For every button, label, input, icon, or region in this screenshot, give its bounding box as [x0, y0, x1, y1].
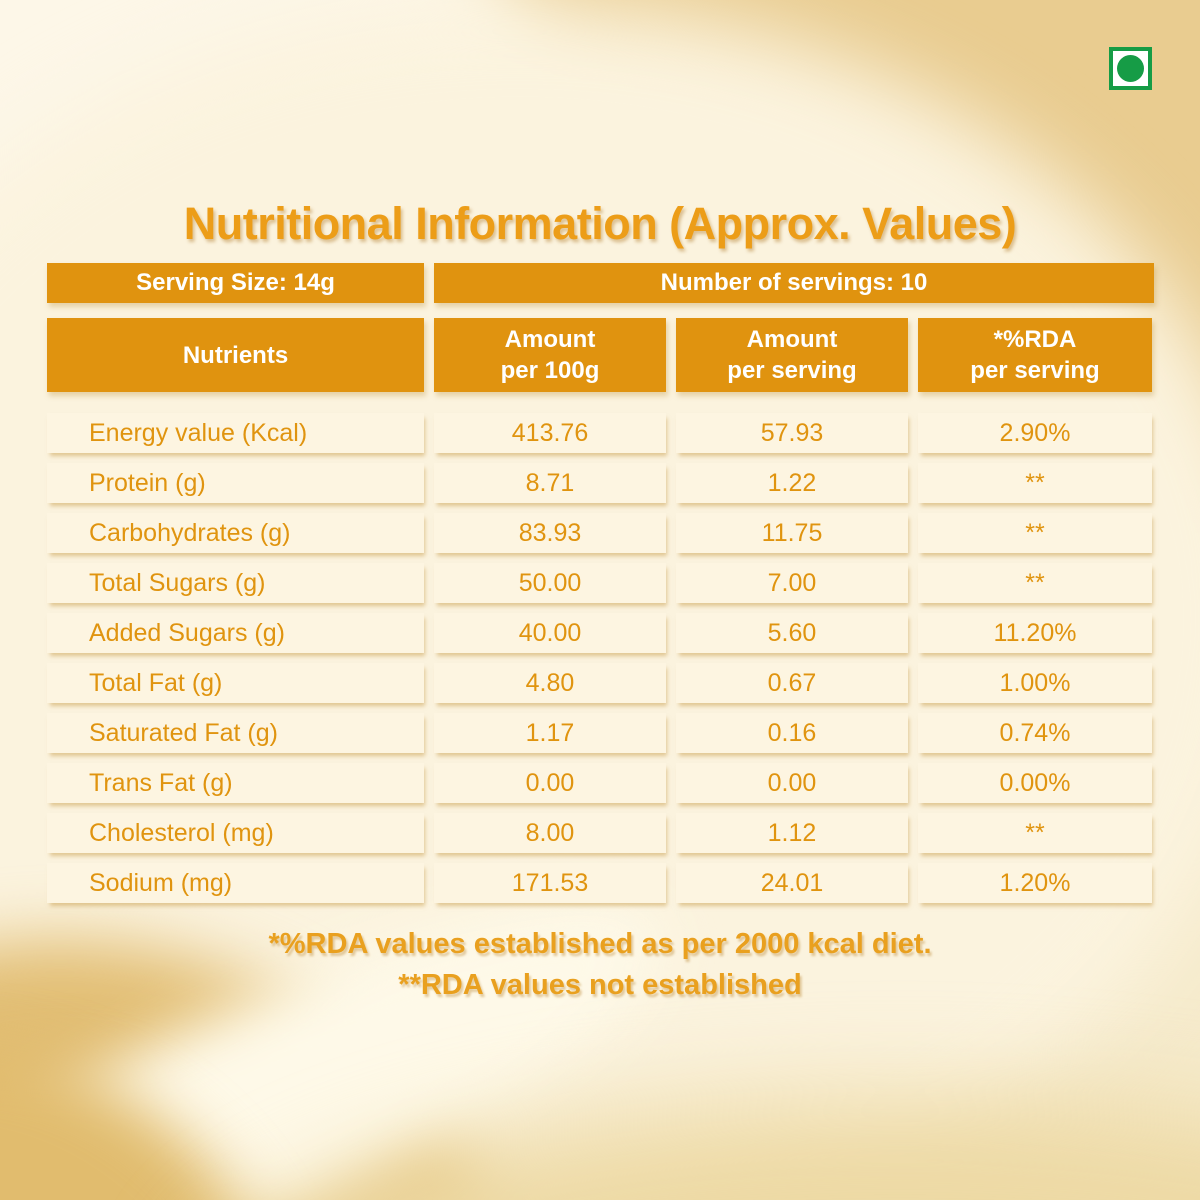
column-header-line: per serving	[727, 357, 857, 384]
value-rda: **	[918, 463, 1152, 503]
nutrient-label: Total Sugars (g)	[47, 563, 424, 603]
column-header-amount-per-serving: Amount per serving	[676, 318, 908, 392]
value-per-serving: 5.60	[676, 613, 908, 653]
value-per-100g: 413.76	[434, 413, 666, 453]
table-row-saturated-fat: Saturated Fat (g) 1.17 0.16 0.74%	[47, 713, 1154, 753]
table-row-trans-fat: Trans Fat (g) 0.00 0.00 0.00%	[47, 763, 1154, 803]
column-header-amount-per-100g: Amount per 100g	[434, 318, 666, 392]
nutrient-label: Saturated Fat (g)	[47, 713, 424, 753]
nutrient-label: Protein (g)	[47, 463, 424, 503]
value-per-serving: 11.75	[676, 513, 908, 553]
nutrient-label: Sodium (mg)	[47, 863, 424, 903]
value-rda: 0.74%	[918, 713, 1152, 753]
value-per-serving: 0.67	[676, 663, 908, 703]
value-rda: 1.00%	[918, 663, 1152, 703]
nutrient-label: Added Sugars (g)	[47, 613, 424, 653]
value-per-100g: 50.00	[434, 563, 666, 603]
value-per-100g: 171.53	[434, 863, 666, 903]
nutrient-label: Energy value (Kcal)	[47, 413, 424, 453]
value-per-serving: 7.00	[676, 563, 908, 603]
value-rda: 1.20%	[918, 863, 1152, 903]
column-header-line: per 100g	[500, 357, 600, 384]
value-rda: **	[918, 513, 1152, 553]
value-per-100g: 0.00	[434, 763, 666, 803]
table-row-added-sugars: Added Sugars (g) 40.00 5.60 11.20%	[47, 613, 1154, 653]
nutrient-label: Carbohydrates (g)	[47, 513, 424, 553]
value-rda: 0.00%	[918, 763, 1152, 803]
nutrition-table: Serving Size: 14g Number of servings: 10…	[47, 263, 1154, 903]
column-header-line: Amount	[504, 326, 596, 353]
table-row-carbohydrates: Carbohydrates (g) 83.93 11.75 **	[47, 513, 1154, 553]
column-header-line: *%RDA	[993, 326, 1077, 353]
servings-count-badge: Number of servings: 10	[434, 263, 1154, 303]
table-row-total-fat: Total Fat (g) 4.80 0.67 1.00%	[47, 663, 1154, 703]
value-per-100g: 1.17	[434, 713, 666, 753]
serving-info-row: Serving Size: 14g Number of servings: 10	[47, 263, 1154, 303]
page-title: Nutritional Information (Approx. Values)	[183, 198, 1017, 249]
value-per-100g: 8.00	[434, 813, 666, 853]
nutrient-label: Total Fat (g)	[47, 663, 424, 703]
value-per-100g: 83.93	[434, 513, 666, 553]
value-per-serving: 0.16	[676, 713, 908, 753]
vegetarian-dot-icon	[1117, 55, 1144, 82]
table-row-energy: Energy value (Kcal) 413.76 57.93 2.90%	[47, 413, 1154, 453]
table-body: Energy value (Kcal) 413.76 57.93 2.90% P…	[47, 413, 1154, 903]
value-per-serving: 1.12	[676, 813, 908, 853]
value-rda: 11.20%	[918, 613, 1152, 653]
value-rda: **	[918, 813, 1152, 853]
table-header-row: Nutrients Amount per 100g Amount per ser…	[47, 318, 1154, 392]
column-header-line: per serving	[970, 357, 1100, 384]
footnotes: *%RDA values established as per 2000 kca…	[0, 924, 1200, 1006]
table-row-cholesterol: Cholesterol (mg) 8.00 1.12 **	[47, 813, 1154, 853]
value-per-serving: 0.00	[676, 763, 908, 803]
table-row-protein: Protein (g) 8.71 1.22 **	[47, 463, 1154, 503]
value-per-serving: 57.93	[676, 413, 908, 453]
column-header-rda-per-serving: *%RDA per serving	[918, 318, 1152, 392]
value-per-100g: 40.00	[434, 613, 666, 653]
footnote-rda-not-established: **RDA values not established	[398, 969, 802, 1001]
column-header-line: Amount	[746, 326, 838, 353]
background-bottom-tint	[200, 1100, 1200, 1200]
column-header-nutrients: Nutrients	[47, 318, 424, 392]
value-per-serving: 1.22	[676, 463, 908, 503]
nutrient-label: Trans Fat (g)	[47, 763, 424, 803]
nutrient-label: Cholesterol (mg)	[47, 813, 424, 853]
value-per-100g: 8.71	[434, 463, 666, 503]
value-per-100g: 4.80	[434, 663, 666, 703]
serving-size-badge: Serving Size: 14g	[47, 263, 424, 303]
value-rda: 2.90%	[918, 413, 1152, 453]
footnote-rda-established: *%RDA values established as per 2000 kca…	[268, 928, 932, 960]
column-header-line: Nutrients	[182, 341, 289, 369]
value-rda: **	[918, 563, 1152, 603]
table-row-sodium: Sodium (mg) 171.53 24.01 1.20%	[47, 863, 1154, 903]
vegetarian-mark-icon	[1109, 47, 1152, 90]
table-row-total-sugars: Total Sugars (g) 50.00 7.00 **	[47, 563, 1154, 603]
background-gold-corner	[0, 1050, 300, 1200]
value-per-serving: 24.01	[676, 863, 908, 903]
